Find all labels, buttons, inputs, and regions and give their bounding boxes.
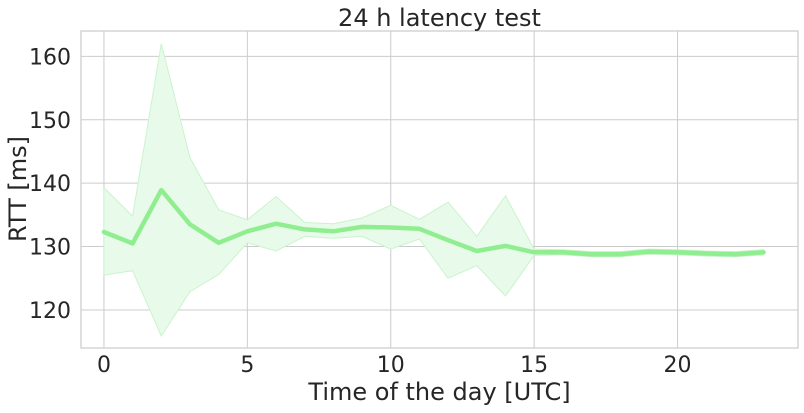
rtt-line bbox=[101, 187, 766, 257]
y-axis-label: RTT [ms] bbox=[4, 136, 32, 242]
x-tick-label: 20 bbox=[664, 353, 692, 378]
x-tick-label: 5 bbox=[240, 353, 254, 378]
y-tick-labels: 120 130 140 150 160 bbox=[29, 45, 71, 324]
y-tick-label: 140 bbox=[29, 172, 71, 197]
x-axis-label: Time of the day [UTC] bbox=[307, 378, 570, 406]
x-tick-label: 15 bbox=[520, 353, 548, 378]
y-tick-label: 160 bbox=[29, 45, 71, 70]
x-tick-labels: 0 5 10 15 20 bbox=[97, 353, 692, 378]
x-tick-label: 0 bbox=[97, 353, 111, 378]
x-tick-label: 10 bbox=[377, 353, 405, 378]
plot-frame bbox=[80, 30, 799, 349]
confidence-band bbox=[103, 43, 765, 338]
y-tick-label: 120 bbox=[29, 299, 71, 324]
y-tick-label: 150 bbox=[29, 109, 71, 134]
y-tick-label: 130 bbox=[29, 236, 71, 261]
chart-title: 24 h latency test bbox=[338, 4, 541, 32]
